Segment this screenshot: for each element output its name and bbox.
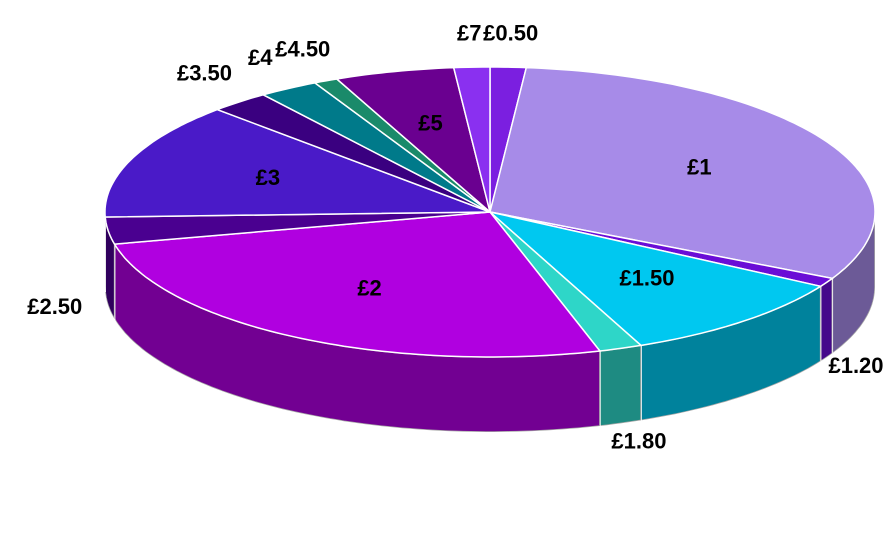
pie-slice [489, 211, 643, 352]
pie-side-shade [599, 345, 641, 426]
pie-side-shade [832, 212, 875, 354]
pie-side-shade [641, 286, 821, 421]
pie-slice [335, 66, 492, 215]
pie-slice [104, 108, 491, 218]
pie-slice [452, 66, 491, 213]
pie-slice [261, 82, 491, 213]
pie-slice [489, 66, 876, 280]
slice-label: £3 [256, 165, 280, 190]
pie-side-shade [820, 278, 833, 362]
slice-label: £3.50 [177, 60, 232, 85]
slice-label: £1.50 [619, 266, 674, 291]
slice-label: £4.50 [275, 36, 330, 61]
pie-slice [104, 211, 491, 245]
slice-label: £4 [248, 45, 273, 70]
slice-label: £2.50 [27, 294, 82, 319]
slice-label: £1.20 [828, 353, 883, 378]
pie-side-shade [105, 217, 115, 320]
slice-label: £5 [418, 111, 442, 136]
pie-side-shade [114, 244, 600, 432]
slice-label: £7 [457, 21, 481, 46]
pie-slice [113, 211, 602, 358]
pie-slice [215, 93, 491, 213]
slice-label: £0.50 [483, 21, 538, 46]
pie-slice [489, 211, 823, 347]
slice-label: £1 [687, 155, 711, 180]
slice-label: £1.80 [611, 428, 666, 453]
slice-label: £2 [357, 275, 381, 300]
